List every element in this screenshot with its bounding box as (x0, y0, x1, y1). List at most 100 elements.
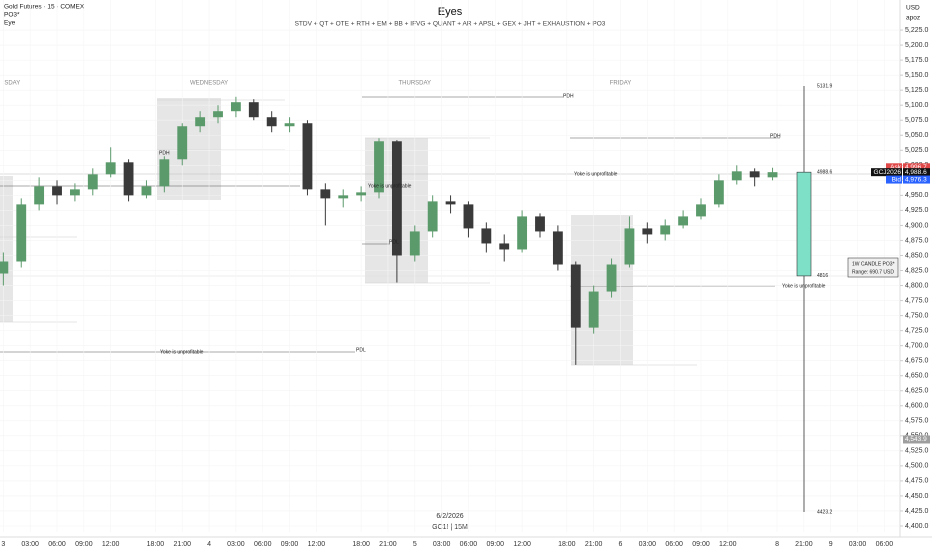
price-tag-name-bg (886, 175, 902, 184)
x-tick-label: 18:00 (147, 541, 165, 548)
candle-body (642, 228, 653, 235)
y-tick-label: 5,075.0 (905, 117, 928, 124)
candle-body (123, 162, 134, 196)
x-tick-label: 21:00 (795, 541, 813, 548)
candle-body (767, 172, 778, 178)
chart-title: Eyes (438, 6, 463, 18)
x-tick-label: 6 (619, 541, 623, 548)
candle-body (588, 291, 599, 328)
candle-body (696, 204, 706, 217)
candle-body (391, 141, 402, 256)
price-tag-label: 4,543.9 (905, 436, 927, 443)
candle-body (409, 231, 420, 256)
y-tick-label: 4,625.0 (905, 388, 928, 395)
level-label: 4816 (817, 273, 828, 279)
y-tick-label: 4,525.0 (905, 448, 928, 455)
x-tick-label: 09:00 (281, 541, 299, 548)
y-tick-label: 5,025.0 (905, 147, 928, 154)
candle-body (302, 123, 313, 190)
candle-body (213, 111, 223, 118)
x-tick-label: 5 (413, 541, 417, 548)
price-tag (903, 175, 930, 184)
y-tick-label: 4,450.0 (905, 493, 928, 500)
candle-body (87, 174, 98, 190)
candle-body (69, 189, 80, 196)
indicator: Eye (4, 20, 16, 27)
candle-body (338, 195, 349, 199)
x-tick-label: 12:00 (102, 541, 120, 548)
price-tag-name: GCJ2026 (874, 169, 902, 176)
y-tick-label: 4,700.0 (905, 342, 928, 349)
annotation: PDH (563, 93, 574, 99)
y-tick-label: 4,925.0 (905, 207, 928, 214)
date-label: 6/2/2026 (436, 513, 463, 520)
price-tag-name: Ask (890, 164, 902, 171)
y-tick-label: 5,100.0 (905, 102, 928, 109)
x-tick-label: 21:00 (585, 541, 603, 548)
x-tick-label: 03:00 (21, 541, 39, 548)
chart-subtitle: STDV + QT + OTE + RTH + EM + BB + IFVG +… (295, 21, 606, 28)
candle-body (445, 201, 456, 205)
annotation: Yoke is unprofitable (574, 171, 618, 177)
y-tick-label: 4,750.0 (905, 312, 928, 319)
x-tick-label: 8 (775, 541, 779, 548)
y-tick-label: 4,775.0 (905, 297, 928, 304)
candle-body (713, 180, 724, 205)
y-tick-label: 5,125.0 (905, 87, 928, 94)
footer: GC1! | 15M (432, 524, 468, 531)
candle-body (105, 162, 116, 175)
currency: USD (906, 5, 920, 12)
day-label: THURSDAY (399, 81, 432, 87)
x-tick-label: 03:00 (849, 541, 867, 548)
candle-body (481, 228, 492, 244)
y-tick-label: 4,850.0 (905, 252, 928, 259)
x-tick-label: 09:00 (487, 541, 505, 548)
candle-body (248, 102, 259, 118)
price-tag-name: Bid (892, 176, 902, 183)
x-tick-label: 18:00 (558, 541, 576, 548)
x-tick-label: 09:00 (692, 541, 710, 548)
candle-body (463, 204, 474, 229)
symbol: Gold Futures · 15 · COMEX (4, 4, 85, 11)
y-tick-label: 5,175.0 (905, 57, 928, 64)
y-tick-label: 4,800.0 (905, 282, 928, 289)
info-box (847, 257, 899, 278)
day-label: WEDNESDAY (190, 81, 228, 87)
weekly-body (796, 171, 812, 277)
candle-body (16, 204, 27, 262)
y-tick-label: 4,675.0 (905, 358, 928, 365)
y-tick-label: 4,825.0 (905, 267, 928, 274)
annotation: PDH (770, 133, 781, 139)
candle-body (606, 264, 617, 292)
y-tick-label: 5,150.0 (905, 72, 928, 79)
x-tick-label: 06:00 (665, 541, 683, 548)
price-tag-label: 4,988.6 (905, 169, 927, 176)
candle-body (731, 171, 742, 181)
x-tick-label: 21:00 (379, 541, 397, 548)
candle-body (266, 117, 277, 127)
candle-body (517, 216, 528, 250)
day-label: SDAY (4, 81, 20, 87)
y-tick-label: 4,950.0 (905, 192, 928, 199)
x-tick-label: 09:00 (75, 541, 93, 548)
y-tick-label: 5,200.0 (905, 42, 928, 49)
y-tick-label: 4,900.0 (905, 222, 928, 229)
x-tick-label: 06:00 (254, 541, 272, 548)
y-tick-label: 4,575.0 (905, 418, 928, 425)
price-tag (903, 163, 930, 172)
x-tick-label: 03:00 (433, 541, 451, 548)
candle-body (0, 261, 9, 274)
y-tick-label: 4,600.0 (905, 403, 928, 410)
x-tick-label: 03:00 (227, 541, 245, 548)
candle-body (34, 186, 45, 205)
price-tag-name-bg (871, 168, 902, 177)
candle-body (374, 141, 384, 193)
session-box (571, 215, 633, 365)
info-range: Range: 690.7 USD (852, 269, 894, 275)
y-tick-label: 4,425.0 (905, 508, 928, 515)
candle-body (427, 201, 438, 232)
candle-body (535, 216, 545, 232)
y-tick-label: 4,725.0 (905, 327, 928, 334)
y-tick-label: 4,875.0 (905, 237, 928, 244)
price-tag-name-bg (886, 163, 902, 172)
